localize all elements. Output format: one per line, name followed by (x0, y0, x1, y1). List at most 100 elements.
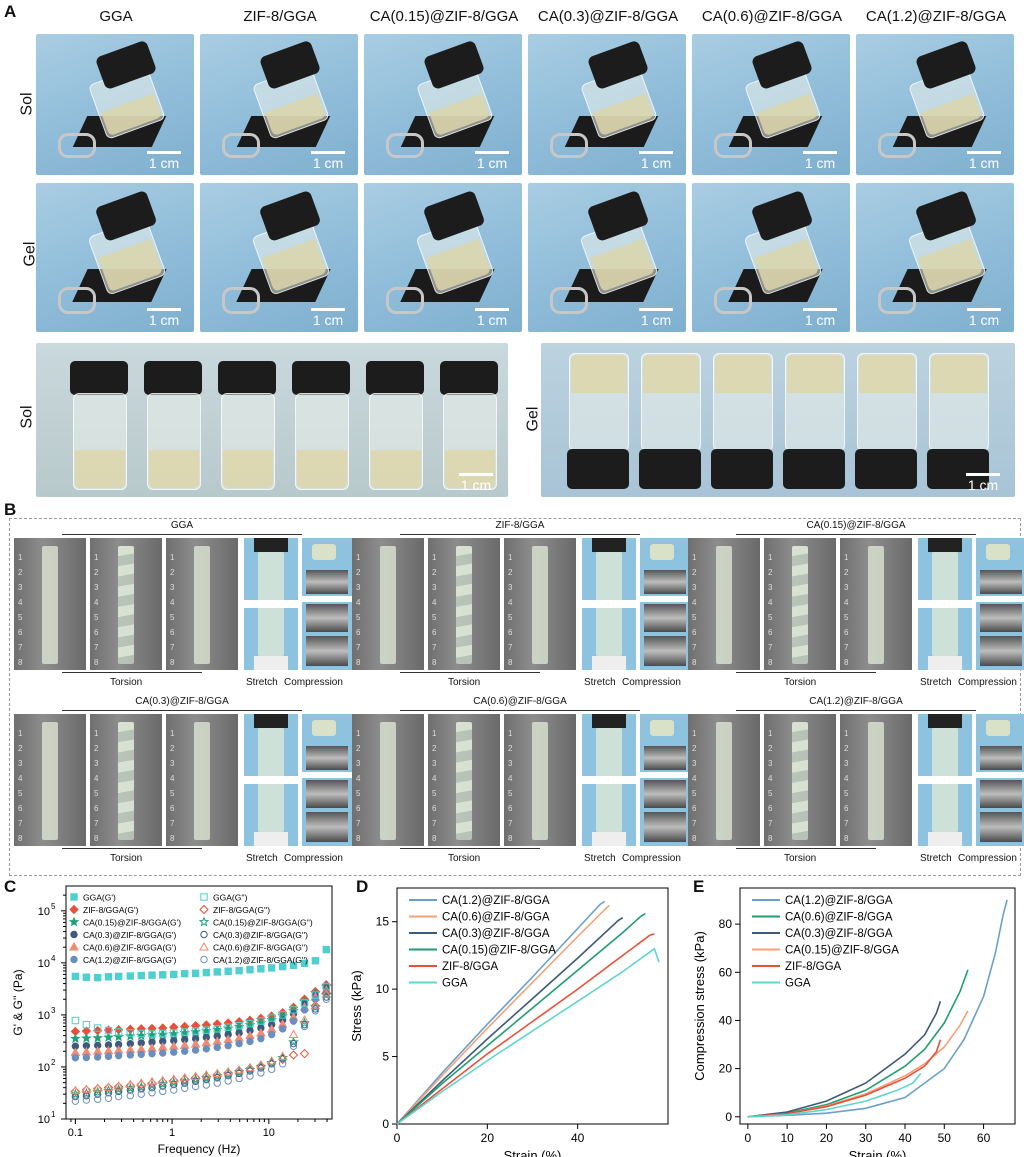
legend-label: CA(0.3)@ZIF-8/GGA(G'') (213, 930, 308, 940)
series-line-CA(1.2)@ZIF-8/GGA (396, 900, 606, 1125)
ruler-number: 3 (356, 759, 361, 768)
series-line-CA(0.15)@ZIF-8/GGA (396, 912, 646, 1125)
scale-bar-label: 1 cm (460, 477, 492, 493)
panel-a-letter: A (4, 2, 17, 21)
compression-plate (306, 746, 348, 770)
title-rule (736, 710, 976, 711)
ruler-number: 7 (768, 643, 773, 652)
ruler-number: 1 (692, 729, 697, 738)
clip-handle (550, 132, 588, 159)
ruler-number: 3 (768, 759, 773, 768)
stretch-label: Stretch (584, 677, 616, 688)
data-point (300, 999, 309, 1007)
data-point (92, 1086, 104, 1097)
series-line-GGA (747, 1072, 922, 1118)
legend-label: CA(0.3)@ZIF-8/GGA(G') (83, 930, 177, 940)
x-tick-label: 0 (394, 1131, 401, 1145)
compression-plate (644, 812, 686, 842)
data-point (202, 1075, 211, 1084)
legend-label: CA(0.15)@ZIF-8/GGA (785, 945, 899, 957)
ruler-number: 1 (508, 553, 513, 562)
ruler-number: 3 (94, 759, 99, 768)
compression-divider (976, 596, 1024, 602)
ruler-number: 6 (768, 628, 773, 637)
clip-handle (58, 132, 96, 159)
legend-label: CA(0.15)@ZIF-8/GGA(G') (83, 918, 181, 928)
ruler-number: 7 (170, 643, 175, 652)
ruler-number: 3 (94, 583, 99, 592)
vial-body (221, 393, 275, 490)
data-point (257, 1034, 265, 1043)
data-point (190, 1039, 201, 1048)
ruler-number: 8 (94, 658, 99, 667)
data-point (245, 1062, 255, 1072)
scale-bar: 1 cm (142, 308, 186, 328)
scale-bar-label: 1 cm (804, 155, 836, 171)
y-axis-label: G' & G'' (Pa) (11, 969, 25, 1035)
series-CA(0.6)@ZIF-8/GGA(G'') (70, 989, 332, 1095)
compression-divider (640, 772, 690, 778)
series-line-GGA (396, 947, 660, 1125)
legend-label: CA(0.6)@ZIF-8/GGA(G'') (213, 943, 308, 953)
ruler-number: 4 (356, 774, 361, 783)
ruler-number: 5 (18, 789, 23, 798)
data-point (181, 1028, 189, 1036)
ruler-number: 2 (170, 744, 175, 753)
data-point (235, 966, 243, 975)
ruler-photo: 1 2 3 4 5 6 7 8 (688, 714, 760, 846)
data-point (82, 1053, 91, 1062)
ruler-number: 4 (768, 598, 773, 607)
data-point (81, 1032, 92, 1043)
torsion-label: Torsion (110, 853, 143, 864)
ruler-number: 1 (94, 729, 99, 738)
y-tick-label: 10 (38, 1010, 50, 1022)
scale-bar: 1 cm (962, 151, 1006, 171)
ruler-photo: 1 2 3 4 5 6 7 8 (14, 538, 86, 670)
data-point (114, 972, 123, 981)
sol-vial-photo: 1 cm (364, 34, 522, 175)
y-axis-label: Stress (kPa) (349, 970, 364, 1042)
y-tick-exponent: 2 (51, 1058, 56, 1067)
top-grip (254, 538, 288, 552)
data-point (310, 1000, 321, 1010)
ruler-number: 7 (18, 819, 23, 828)
ruler-number: 8 (768, 834, 773, 843)
ruler-number: 7 (508, 819, 513, 828)
x-axis-label: Strain (%) (849, 1148, 907, 1157)
data-point (191, 1077, 200, 1086)
ruler-number: 3 (356, 583, 361, 592)
vial-body (641, 353, 701, 451)
compression-label: Compression (284, 853, 343, 864)
data-point (159, 1082, 167, 1090)
sol-vial-photo: 1 cm (692, 34, 850, 175)
ruler-number: 6 (356, 628, 361, 637)
torsion-rule (736, 672, 876, 673)
ruler-number: 7 (432, 819, 437, 828)
ruler-number: 7 (170, 819, 175, 828)
data-point (234, 1064, 244, 1074)
legend-marker (69, 941, 79, 951)
data-point (148, 1049, 156, 1058)
legend-label: CA(1.2)@ZIF-8/GGA (442, 895, 550, 907)
ruler-number: 8 (94, 834, 99, 843)
top-grip (928, 538, 962, 552)
y-tick-label: 0 (382, 1117, 389, 1131)
scale-bar-label: 1 cm (476, 155, 508, 171)
ruler-number: 4 (508, 598, 513, 607)
data-point (201, 1037, 212, 1047)
ruler-number: 7 (692, 819, 697, 828)
data-point (70, 1032, 81, 1044)
compression-plate (644, 780, 686, 808)
panel-d-letter: D (356, 877, 369, 896)
ruler-photo: 1 2 3 4 5 6 7 8 (504, 538, 576, 670)
data-point (168, 1074, 179, 1083)
y-tick-label: 20 (719, 1062, 733, 1076)
vial-body (785, 353, 845, 451)
torsion-rule (400, 848, 540, 849)
ruler-number: 7 (692, 643, 697, 652)
data-point (223, 1066, 234, 1076)
ruler-number: 3 (508, 583, 513, 592)
ruler-number: 3 (844, 759, 849, 768)
legend-label: CA(0.6)@ZIF-8/GGA(G') (83, 943, 177, 953)
y-tick-label: 80 (719, 917, 733, 931)
